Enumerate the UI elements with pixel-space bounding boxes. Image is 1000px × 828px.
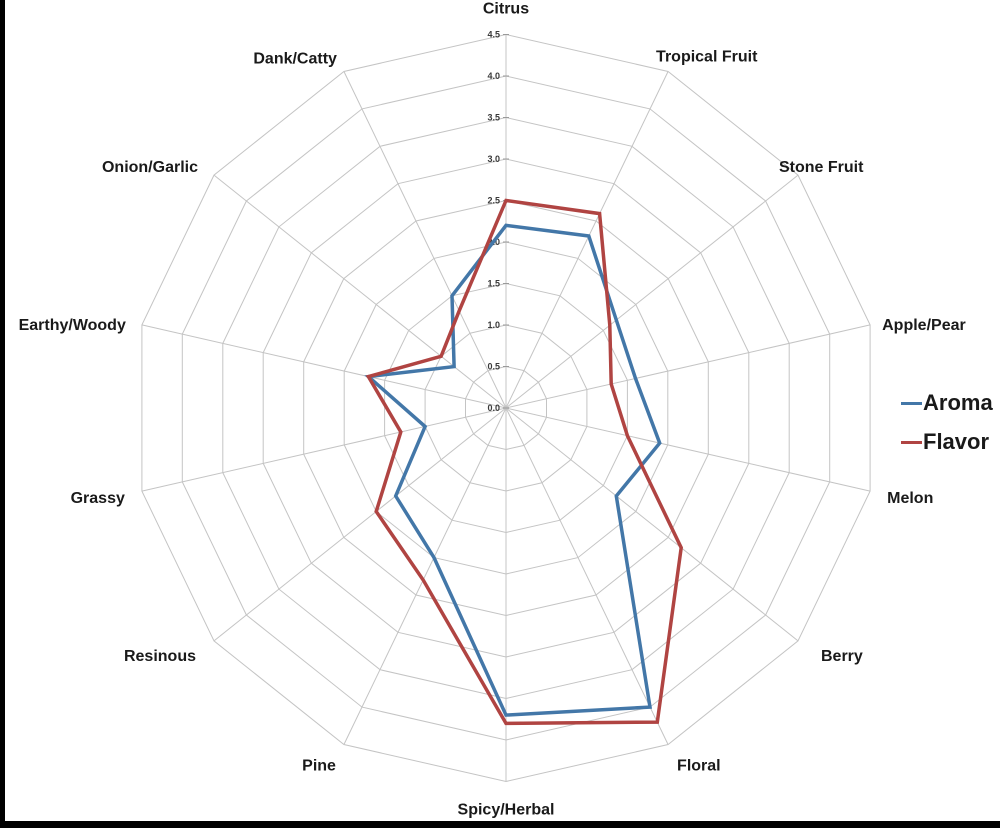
radial-gridline: [505, 407, 799, 642]
radial-gridline: [505, 407, 669, 745]
ring-gridline: [262, 158, 750, 658]
radial-gridline: [505, 174, 799, 409]
axis-tick-label: 3.5: [487, 113, 500, 123]
radial-gridline: [141, 324, 507, 409]
category-label-apple-pear: Apple/Pear: [882, 317, 966, 334]
ring-gridline: [303, 199, 709, 617]
series-polygon-aroma: [364, 223, 662, 717]
ring-gridline: [141, 33, 871, 783]
legend-item-flavor: Flavor: [901, 428, 993, 456]
ring-gridline: [343, 241, 669, 575]
series-polygon-flavor: [365, 198, 684, 726]
legend-label-aroma: Aroma: [923, 390, 993, 415]
category-label-floral: Floral: [677, 758, 721, 775]
category-label-grassy: Grassy: [71, 490, 125, 507]
aroma-line-swatch: [901, 401, 922, 405]
legend-item-aroma: Aroma: [901, 389, 993, 417]
radial-gridline: [505, 407, 871, 492]
ring-gridline: [222, 116, 790, 700]
bottom-edge-bar: [0, 821, 1000, 828]
category-label-berry: Berry: [821, 648, 863, 665]
category-label-spicy-herbal: Spicy/Herbal: [458, 802, 555, 819]
category-label-tropical-fruit: Tropical Fruit: [656, 48, 758, 65]
radial-gridline: [505, 71, 669, 409]
axis-tick-label: 2.5: [487, 196, 500, 206]
radial-gridline: [505, 324, 871, 409]
flavor-line-swatch: [901, 440, 922, 444]
axis-tick-label: 0.0: [487, 403, 500, 413]
category-label-earthy-woody: Earthy/Woody: [19, 317, 126, 334]
category-label-resinous: Resinous: [124, 648, 196, 665]
category-label-melon: Melon: [887, 490, 933, 507]
category-label-dank-catty: Dank/Catty: [253, 50, 337, 67]
left-edge-bar: [0, 0, 5, 828]
ring-gridline: [181, 75, 831, 741]
axis-tick-label: 3.0: [487, 154, 500, 164]
axis-tick-label: 4.0: [487, 71, 500, 81]
axis-tick-label: 1.0: [487, 320, 500, 330]
category-label-pine: Pine: [302, 758, 336, 775]
radial-gridline: [213, 174, 507, 409]
category-label-onion-garlic: Onion/Garlic: [102, 159, 198, 176]
category-label-citrus: Citrus: [483, 1, 529, 18]
axis-tick-label: 0.5: [487, 362, 500, 372]
axis-tick-label: 4.5: [487, 30, 500, 40]
ring-gridline: [465, 365, 547, 451]
axis-tick-label: 1.5: [487, 279, 500, 289]
legend: Aroma Flavor: [901, 389, 993, 467]
legend-label-flavor: Flavor: [923, 429, 990, 454]
category-label-stone-fruit: Stone Fruit: [779, 159, 864, 176]
radial-gridline: [343, 407, 507, 745]
radial-gridline: [213, 407, 507, 642]
radial-gridline: [141, 407, 507, 492]
radial-gridline: [343, 71, 507, 409]
